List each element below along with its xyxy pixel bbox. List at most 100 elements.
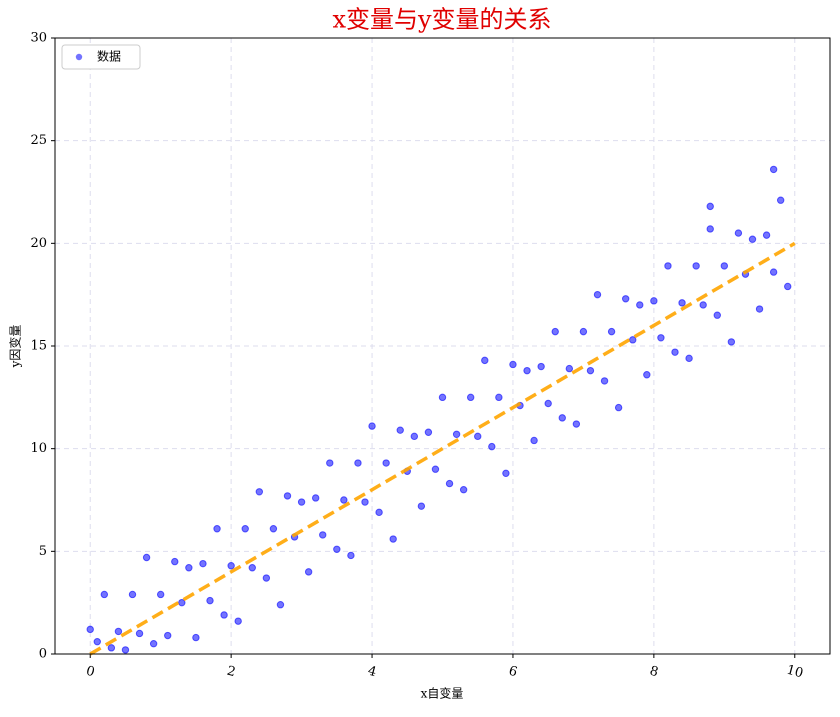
point (227, 562, 235, 570)
point (523, 366, 531, 375)
point (156, 590, 165, 599)
point (481, 356, 489, 365)
point (304, 568, 313, 576)
point (389, 535, 397, 543)
x-tick-label: 2 (225, 664, 237, 681)
point (326, 459, 334, 467)
point (629, 336, 637, 344)
point (171, 557, 179, 566)
point (734, 229, 743, 237)
point (114, 627, 123, 636)
point (713, 311, 721, 319)
point (368, 422, 376, 430)
point (375, 508, 383, 517)
point (748, 235, 757, 243)
x-tick-label: 10 (785, 663, 805, 682)
point (769, 165, 778, 174)
point (382, 459, 390, 467)
point (544, 399, 552, 408)
point (164, 631, 172, 640)
point (128, 590, 137, 599)
point (255, 488, 264, 496)
y-tick-label: 25 (30, 133, 47, 148)
point (438, 393, 447, 402)
point (347, 551, 355, 560)
point (466, 393, 475, 402)
point (340, 496, 348, 504)
y-tick-label: 0 (39, 647, 47, 662)
point (234, 617, 242, 625)
point (333, 545, 341, 553)
y-tick-label: 10 (30, 441, 47, 456)
legend-marker (75, 53, 83, 61)
point (769, 268, 778, 276)
point (100, 590, 109, 599)
point (727, 338, 736, 346)
point (445, 479, 454, 488)
point (530, 436, 538, 445)
point (319, 531, 327, 539)
point (636, 301, 644, 309)
point (424, 428, 433, 436)
point (784, 282, 792, 291)
point (671, 348, 679, 356)
point (297, 498, 306, 506)
point (361, 498, 369, 506)
point (459, 486, 468, 494)
point (354, 459, 362, 467)
point (607, 327, 616, 336)
point (452, 430, 461, 438)
point (276, 601, 285, 609)
point (213, 525, 221, 533)
point (311, 494, 320, 502)
x-tick-label: 4 (366, 664, 378, 681)
point (192, 633, 200, 642)
point (107, 644, 116, 652)
point (185, 564, 193, 572)
point (199, 559, 207, 568)
point (579, 327, 588, 336)
point (396, 426, 404, 434)
point (685, 354, 693, 363)
trend-line (89, 241, 796, 656)
point (248, 564, 256, 572)
x-axis-label: x自变量 (421, 686, 464, 701)
point (488, 442, 496, 451)
point (269, 525, 278, 533)
point (643, 371, 651, 379)
point (86, 625, 94, 634)
y-tick-label: 20 (30, 236, 47, 251)
point (600, 377, 609, 385)
x-tick-label: 6 (507, 664, 519, 681)
point (149, 640, 158, 648)
point (509, 360, 517, 369)
point (206, 596, 214, 605)
point (537, 362, 545, 371)
point (220, 611, 228, 619)
y-tick-label: 30 (30, 31, 47, 46)
point (586, 366, 595, 375)
point (551, 327, 559, 336)
point (495, 393, 503, 402)
point (664, 262, 672, 270)
point (142, 553, 151, 562)
chart-title: x变量与y变量的关系 (332, 6, 551, 34)
point (241, 525, 249, 533)
legend-box (61, 44, 141, 70)
point (572, 420, 581, 428)
point (678, 299, 686, 307)
point (262, 574, 271, 582)
y-axis-label: y因变量 (8, 325, 23, 369)
point (699, 301, 707, 309)
point (776, 196, 785, 204)
point (657, 334, 665, 342)
point (121, 646, 130, 654)
point (614, 403, 623, 412)
point (135, 629, 144, 638)
point (692, 262, 700, 270)
point (474, 432, 482, 441)
point (650, 297, 658, 305)
point (720, 262, 729, 270)
